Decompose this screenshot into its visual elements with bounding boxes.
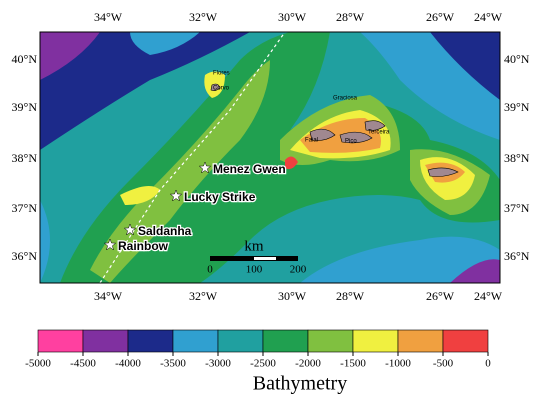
colorbar-tick-label: -3000 <box>205 358 231 370</box>
colorbar-segment <box>262 329 309 353</box>
vent-site-label: Saldanha <box>138 224 192 238</box>
colorbar-segment <box>307 329 354 353</box>
colorbar-segment <box>37 329 84 353</box>
bathymetry-map <box>40 32 500 283</box>
colorbar-tick-label: -500 <box>433 358 454 370</box>
scale-tick-label: 100 <box>246 264 263 276</box>
lat-label: 39°N <box>12 100 38 114</box>
map-frame <box>39 31 501 284</box>
colorbar-segment <box>397 329 444 353</box>
colorbar-segment <box>352 329 399 353</box>
lat-label: 38°N <box>12 151 38 165</box>
colorbar-tick-label: -2500 <box>250 358 276 370</box>
island-label: Graciosa <box>333 96 358 102</box>
island-label: Corvo <box>213 86 230 92</box>
colorbar-tick-label: -2000 <box>295 358 321 370</box>
island-label: Terceira <box>368 130 390 136</box>
vent-site-marker <box>123 223 137 236</box>
lat-label: 38°N <box>504 151 530 165</box>
vent-site-marker <box>103 238 117 251</box>
lat-label: 40°N <box>504 52 530 66</box>
island-label: Flores <box>213 71 230 77</box>
vent-site-label: Menez Gwen <box>213 162 286 176</box>
lon-label: 26°W <box>426 289 455 303</box>
lon-label: 32°W <box>189 10 218 24</box>
scale-tick-label: 200 <box>290 264 307 276</box>
colorbar-title: Bathymetry <box>253 373 347 395</box>
colorbar-tick-label: -1500 <box>340 358 366 370</box>
scale-tick-label: 0 <box>207 264 213 276</box>
lat-label: 39°N <box>504 100 530 114</box>
colorbar-tick-label: -4000 <box>115 358 141 370</box>
colorbar-segment <box>217 329 264 353</box>
colorbar-tick-label: -5000 <box>25 358 51 370</box>
colorbar-tick-label: -3500 <box>160 358 186 370</box>
colorbar-tick-label: -1000 <box>385 358 411 370</box>
lon-label: 28°W <box>336 289 365 303</box>
lat-label: 40°N <box>12 52 38 66</box>
lon-label: 28°W <box>336 10 365 24</box>
island-label: Faial <box>305 138 318 144</box>
colorbar-tick-label: -4500 <box>70 358 96 370</box>
colorbar-segment <box>127 329 174 353</box>
colorbar-segment <box>442 329 489 353</box>
island-label: Pico <box>345 139 357 145</box>
lon-label: 34°W <box>94 289 123 303</box>
vent-site-label: Lucky Strike <box>184 190 256 204</box>
lon-label: 24°W <box>474 10 503 24</box>
colorbar-tick-label: 0 <box>485 358 491 370</box>
colorbar-segment <box>82 329 129 353</box>
lon-label: 24°W <box>474 289 503 303</box>
lon-label: 34°W <box>94 10 123 24</box>
lon-label: 30°W <box>278 289 307 303</box>
lat-label: 36°N <box>504 249 530 263</box>
lon-label: 32°W <box>189 289 218 303</box>
colorbar-segment <box>172 329 219 353</box>
vent-site-marker <box>198 161 212 174</box>
vent-site-marker <box>169 189 183 202</box>
lat-label: 37°N <box>504 201 530 215</box>
scale-unit: km <box>244 238 264 254</box>
lon-label: 26°W <box>426 10 455 24</box>
lat-label: 36°N <box>12 249 38 263</box>
lon-label: 30°W <box>278 10 307 24</box>
scale-bar <box>210 256 298 261</box>
vent-site-label: Rainbow <box>118 239 169 253</box>
lat-label: 37°N <box>12 201 38 215</box>
